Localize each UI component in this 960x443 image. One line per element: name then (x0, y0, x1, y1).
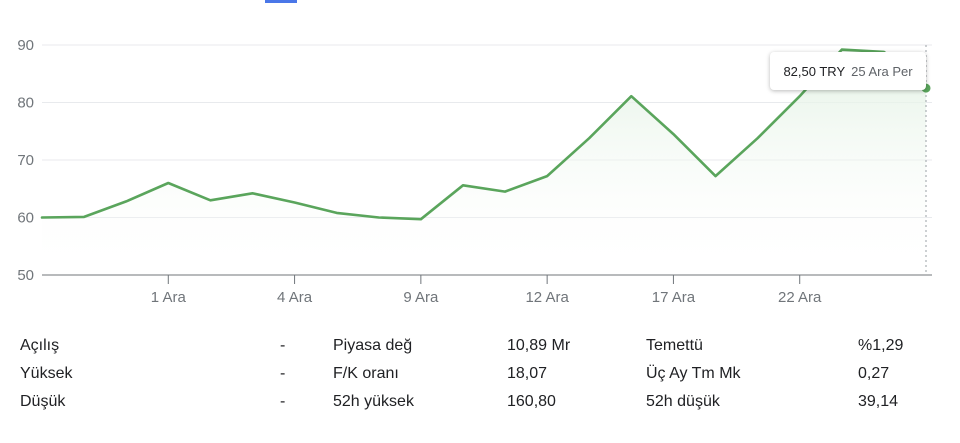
stat-value-market-cap: 10,89 Mr (507, 337, 571, 354)
stat-label-high: Yüksek (20, 365, 73, 382)
stat-value-52w-high: 160,80 (507, 393, 556, 410)
stat-label-qtr-div: Üç Ay Tm Mk (646, 365, 741, 382)
stat-label-low: Düşük (20, 393, 66, 410)
stats-row: Düşük - 52h yüksek 160,80 52h düşük 39,1… (0, 389, 960, 417)
stat-value-low: - (280, 393, 286, 410)
tooltip-price: 82,50 TRY (783, 63, 846, 79)
price-area-fill (42, 49, 926, 275)
y-tick-label: 80 (17, 95, 34, 112)
x-tick-label: 9 Ara (403, 289, 439, 306)
x-tick-label: 22 Ara (778, 289, 822, 306)
y-tick-label: 70 (17, 152, 34, 169)
stats-row: Yüksek - F/K oranı 18,07 Üç Ay Tm Mk 0,2… (0, 361, 960, 389)
stat-value-dividend: %1,29 (858, 337, 904, 354)
stat-value-pe-ratio: 18,07 (507, 365, 548, 382)
stats-table: Açılış - Piyasa değ 10,89 Mr Temettü %1,… (0, 333, 960, 423)
stat-value-high: - (280, 365, 286, 382)
stat-value-52w-low: 39,14 (858, 393, 899, 410)
y-tick-label: 90 (17, 37, 34, 54)
x-tick-label: 1 Ara (151, 289, 187, 306)
stat-label-dividend: Temettü (646, 337, 703, 354)
x-tick-label: 4 Ara (277, 289, 313, 306)
x-tick-label: 12 Ara (525, 289, 569, 306)
price-line (40, 48, 928, 221)
stat-label-52w-low: 52h düşük (646, 393, 720, 410)
y-tick-label: 50 (17, 267, 34, 284)
stat-value-open: - (280, 337, 286, 354)
y-axis: 90 80 70 60 50 (17, 37, 34, 284)
x-tick-label: 17 Ara (652, 289, 696, 306)
stats-row: Açılış - Piyasa değ 10,89 Mr Temettü %1,… (0, 333, 960, 361)
price-tooltip: 82,50 TRY 25 Ara Per (770, 52, 926, 90)
stat-value-qtr-div: 0,27 (858, 365, 890, 382)
y-tick-label: 60 (17, 210, 34, 227)
tooltip-date: 25 Ara Per (851, 63, 913, 79)
stat-label-52w-high: 52h yüksek (333, 393, 414, 410)
range-selector-indicator[interactable] (265, 0, 297, 3)
stat-label-market-cap: Piyasa değ (333, 337, 413, 354)
stat-label-open: Açılış (20, 337, 60, 354)
x-axis: 1 Ara 4 Ara 9 Ara 12 Ara 17 Ara 22 Ara (151, 275, 822, 306)
stat-label-pe-ratio: F/K oranı (333, 365, 399, 382)
price-chart[interactable]: 90 80 70 60 50 1 Ara 4 Ara 9 Ara 12 Ara 17 Ara 22… (0, 0, 960, 320)
